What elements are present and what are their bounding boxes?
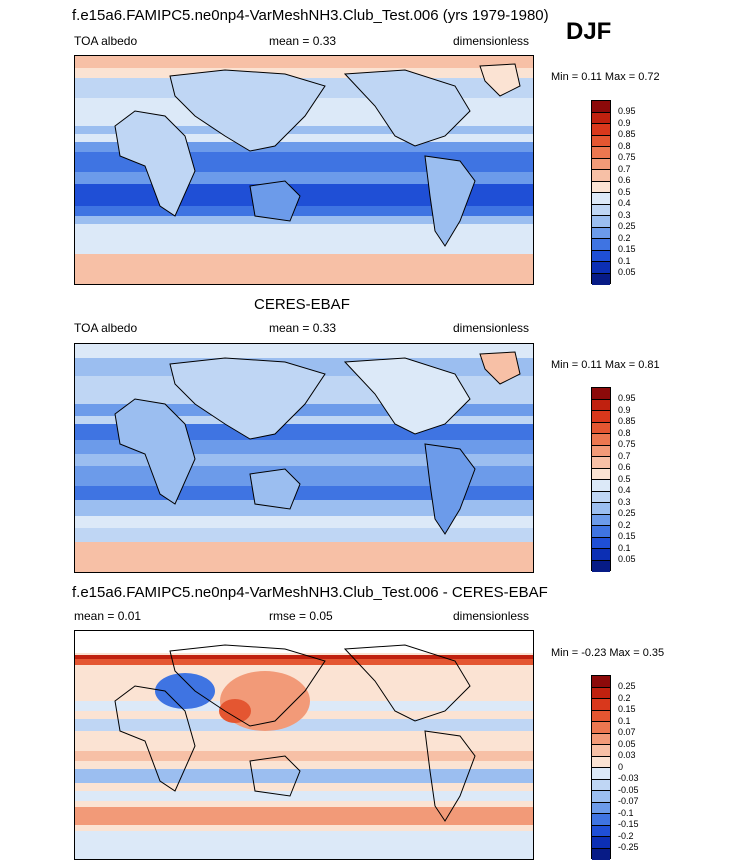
- panel-center-label: mean = 0.33: [269, 321, 337, 335]
- colorbar-label: 0.3: [618, 209, 631, 220]
- map-svg: [75, 56, 533, 284]
- colorbar-label: 0.05: [618, 554, 636, 564]
- colorbar-label: 0.03: [618, 750, 636, 760]
- colorbar-label: 0.07: [618, 727, 636, 737]
- colorbar-label: 0.6: [618, 462, 631, 472]
- colorbar-label: 0.15: [618, 244, 636, 254]
- colorbar: [591, 387, 611, 572]
- colorbar-label: 0.85: [618, 129, 636, 139]
- panel-left-label: mean = 0.01: [74, 609, 142, 623]
- colorbar-label: 0.1: [618, 715, 631, 726]
- panel-right-label: dimensionless: [453, 609, 530, 623]
- panel-left-label: TOA albedo: [74, 34, 138, 48]
- colorbar-label: 0.85: [618, 416, 636, 426]
- panel-right-label: dimensionless: [453, 321, 530, 335]
- colorbar-label: 0.5: [618, 473, 631, 484]
- colorbar-label: 0.1: [618, 542, 631, 553]
- panel-right-label: dimensionless: [453, 34, 530, 48]
- colorbar-label: 0.05: [618, 738, 636, 749]
- map-svg: [75, 631, 533, 859]
- colorbar-label: 0.4: [618, 485, 631, 495]
- colorbar-label: 0.25: [618, 508, 636, 518]
- panel-center-label: rmse = 0.05: [269, 609, 333, 623]
- min-max-readout: Min = 0.11 Max = 0.72: [551, 71, 660, 83]
- colorbar-label: 0.8: [618, 140, 631, 151]
- colorbar-label: 0.3: [618, 496, 631, 507]
- colorbar: [591, 675, 611, 860]
- colorbar-label: -0.2: [618, 830, 634, 841]
- colorbar-label: 0.7: [618, 450, 631, 461]
- map-svg: [75, 344, 533, 572]
- colorbar-label: 0.25: [618, 221, 636, 231]
- colorbar: [591, 100, 611, 285]
- difference-map: [74, 630, 534, 860]
- colorbar-label: 0.25: [618, 681, 636, 691]
- colorbar-label: 0.75: [618, 152, 636, 162]
- albedo-map: [74, 55, 534, 285]
- panel-title: f.e15a6.FAMIPC5.ne0np4-VarMeshNH3.Club_T…: [72, 584, 548, 601]
- panel-title: f.e15a6.FAMIPC5.ne0np4-VarMeshNH3.Club_T…: [72, 7, 549, 24]
- colorbar-label: -0.1: [618, 807, 634, 818]
- colorbar-label: 0.6: [618, 175, 631, 185]
- colorbar-label: 0.4: [618, 198, 631, 208]
- colorbar-label: 0.7: [618, 163, 631, 174]
- colorbar-label: 0.9: [618, 404, 631, 415]
- colorbar-label: 0.95: [618, 106, 636, 116]
- panel-title: CERES-EBAF: [254, 296, 350, 313]
- colorbar-label: 0.2: [618, 232, 631, 243]
- colorbar-label: 0.15: [618, 704, 636, 714]
- min-max-readout: Min = 0.11 Max = 0.81: [551, 359, 660, 371]
- colorbar-label: 0.95: [618, 393, 636, 403]
- panel-center-label: mean = 0.33: [269, 34, 337, 48]
- colorbar-label: 0.75: [618, 439, 636, 449]
- colorbar-label: -0.07: [618, 796, 639, 806]
- colorbar-label: 0.5: [618, 186, 631, 197]
- colorbar-label: 0: [618, 761, 624, 772]
- colorbar-label: 0.9: [618, 117, 631, 128]
- colorbar-label: -0.05: [618, 784, 639, 795]
- season-label: DJF: [566, 18, 612, 45]
- colorbar-label: 0.05: [618, 267, 636, 277]
- colorbar-label: 0.15: [618, 531, 636, 541]
- colorbar-label: 0.2: [618, 519, 631, 530]
- colorbar-label: 0.1: [618, 255, 631, 266]
- colorbar-label: -0.25: [618, 842, 639, 852]
- panel-left-label: TOA albedo: [74, 321, 138, 335]
- colorbar-label: -0.03: [618, 773, 639, 783]
- colorbar-label: 0.2: [618, 692, 631, 703]
- colorbar-label: -0.15: [618, 819, 639, 829]
- colorbar-label: 0.8: [618, 427, 631, 438]
- min-max-readout: Min = -0.23 Max = 0.35: [551, 647, 665, 659]
- albedo-map: [74, 343, 534, 573]
